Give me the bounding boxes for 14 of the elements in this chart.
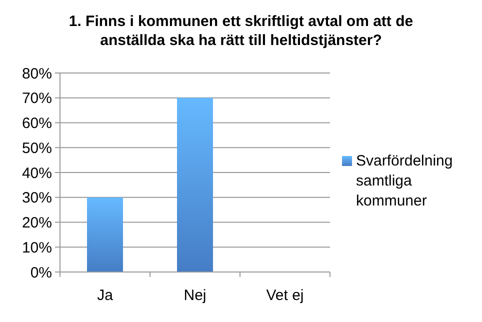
y-tick-label: 30% bbox=[22, 190, 52, 207]
y-tick-label: 40% bbox=[22, 164, 52, 182]
x-tick-label: Ja bbox=[97, 287, 114, 304]
x-tick-label: Vet ej bbox=[266, 287, 304, 304]
legend-label: Svarfördelning samtliga kommuner bbox=[356, 152, 453, 210]
y-tick-label: 80% bbox=[22, 65, 52, 82]
y-tick-label: 10% bbox=[22, 239, 52, 256]
y-tick-label: 20% bbox=[22, 214, 52, 232]
y-tick-label: 70% bbox=[22, 90, 52, 108]
chart-title: 1. Finns i kommunen ett skriftligt avtal om att de anställda ska ha rätt till heltidstjänster? bbox=[68, 13, 414, 49]
y-tick-label: 50% bbox=[22, 140, 52, 157]
x-tick-label: Nej bbox=[184, 287, 206, 304]
y-tick-label: 0% bbox=[30, 264, 52, 282]
y-tick-label: 60% bbox=[22, 115, 52, 132]
